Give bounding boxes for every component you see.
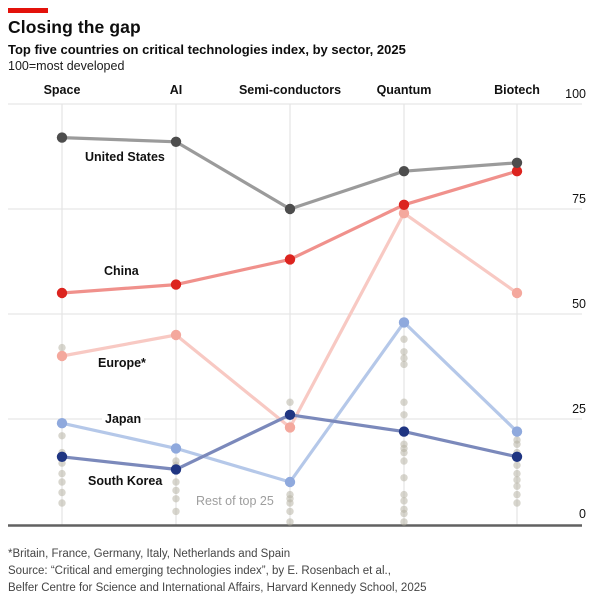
- data-point-europe-ai: [170, 329, 182, 341]
- data-point-japan-biotech: [511, 426, 523, 437]
- data-point-united-states-semi-conductors: [284, 203, 296, 215]
- rest-dot: [286, 518, 294, 526]
- rest-dot: [513, 469, 521, 478]
- rest-dot: [172, 478, 180, 486]
- y-axis-tick-100: 100: [565, 87, 586, 101]
- data-point-south-korea-space: [56, 451, 68, 462]
- data-point-china-biotech: [511, 166, 523, 177]
- series-label-rest-of-top-25: Rest of top 25: [193, 494, 277, 509]
- data-point-united-states-space: [56, 132, 68, 143]
- data-point-united-states-quantum: [398, 166, 410, 177]
- rest-dot: [400, 474, 408, 482]
- rest-dot: [400, 348, 408, 356]
- data-point-south-korea-semi-conductors: [284, 409, 296, 420]
- rest-dot: [286, 499, 294, 507]
- rest-dot: [400, 509, 408, 518]
- economist-red-rule: [8, 8, 48, 13]
- data-point-europe-quantum: [398, 208, 410, 219]
- data-point-united-states-biotech: [511, 157, 523, 168]
- data-point-china-space: [56, 287, 68, 299]
- data-point-china-ai: [170, 279, 182, 290]
- rest-dot: [400, 335, 408, 343]
- rest-dot: [172, 507, 180, 516]
- rest-dot: [400, 398, 408, 406]
- data-point-south-korea-quantum: [398, 426, 410, 437]
- rest-dot: [172, 495, 180, 503]
- column-header-space: Space: [43, 83, 81, 97]
- rest-dot: [400, 411, 408, 419]
- data-point-south-korea-biotech: [511, 451, 523, 462]
- column-header-ai: AI: [169, 83, 183, 97]
- rest-dot: [58, 432, 66, 440]
- rest-dot: [400, 497, 408, 505]
- column-header-semiconductors: Semi-conductors: [238, 83, 342, 97]
- source-line-1: Source: “Critical and emerging technolog…: [8, 565, 391, 577]
- rest-dot: [58, 488, 66, 497]
- data-point-south-korea-ai: [170, 464, 182, 475]
- rest-dot: [513, 461, 521, 469]
- source-line-2: Belfer Centre for Science and Internatio…: [8, 582, 427, 594]
- rest-dot: [513, 482, 521, 490]
- footnote: *Britain, France, Germany, Italy, Nether…: [8, 548, 291, 560]
- rest-dot: [513, 490, 521, 499]
- data-point-europe-space: [56, 350, 68, 362]
- chart-subtitle: Top five countries on critical technolog…: [8, 42, 406, 57]
- series-label-china: China: [101, 264, 142, 279]
- rest-dot: [58, 499, 66, 507]
- series-label-united-states: United States: [82, 150, 168, 165]
- chart-title: Closing the gap: [8, 17, 141, 37]
- rest-dot: [58, 343, 66, 352]
- rest-dot: [513, 476, 521, 484]
- y-axis-tick-50: 50: [572, 297, 586, 311]
- rest-dot: [172, 486, 180, 495]
- data-point-europe-biotech: [511, 287, 523, 299]
- y-axis-tick-75: 75: [572, 192, 586, 206]
- data-point-united-states-ai: [170, 136, 182, 147]
- data-point-china-semi-conductors: [284, 254, 296, 265]
- data-point-japan-quantum: [398, 317, 410, 328]
- rest-dot: [58, 469, 66, 478]
- series-label-south-korea: South Korea: [85, 474, 166, 489]
- rest-dot: [400, 354, 408, 362]
- series-label-europe: Europe*: [95, 356, 149, 371]
- rest-dot: [400, 448, 408, 457]
- rest-dot: [400, 360, 408, 369]
- rest-dot: [400, 518, 408, 526]
- data-point-japan-semi-conductors: [284, 476, 296, 488]
- column-header-quantum: Quantum: [376, 83, 432, 97]
- data-point-china-quantum: [398, 199, 410, 210]
- series-label-japan: Japan: [102, 412, 145, 427]
- rest-dot: [513, 499, 521, 507]
- column-header-biotech: Biotech: [494, 83, 540, 97]
- rest-dot: [400, 490, 408, 499]
- data-point-japan-space: [56, 418, 68, 429]
- data-point-japan-ai: [170, 443, 182, 454]
- rest-dot: [400, 457, 408, 465]
- rest-dot: [286, 398, 294, 406]
- data-point-europe-semi-conductors: [284, 422, 296, 433]
- rest-dot: [513, 440, 521, 448]
- rest-dot: [58, 478, 66, 486]
- unit-note: 100=most developed: [8, 59, 125, 73]
- y-axis-tick-25: 25: [572, 402, 586, 416]
- y-axis-tick-0: 0: [579, 507, 586, 521]
- rest-dot: [286, 507, 294, 516]
